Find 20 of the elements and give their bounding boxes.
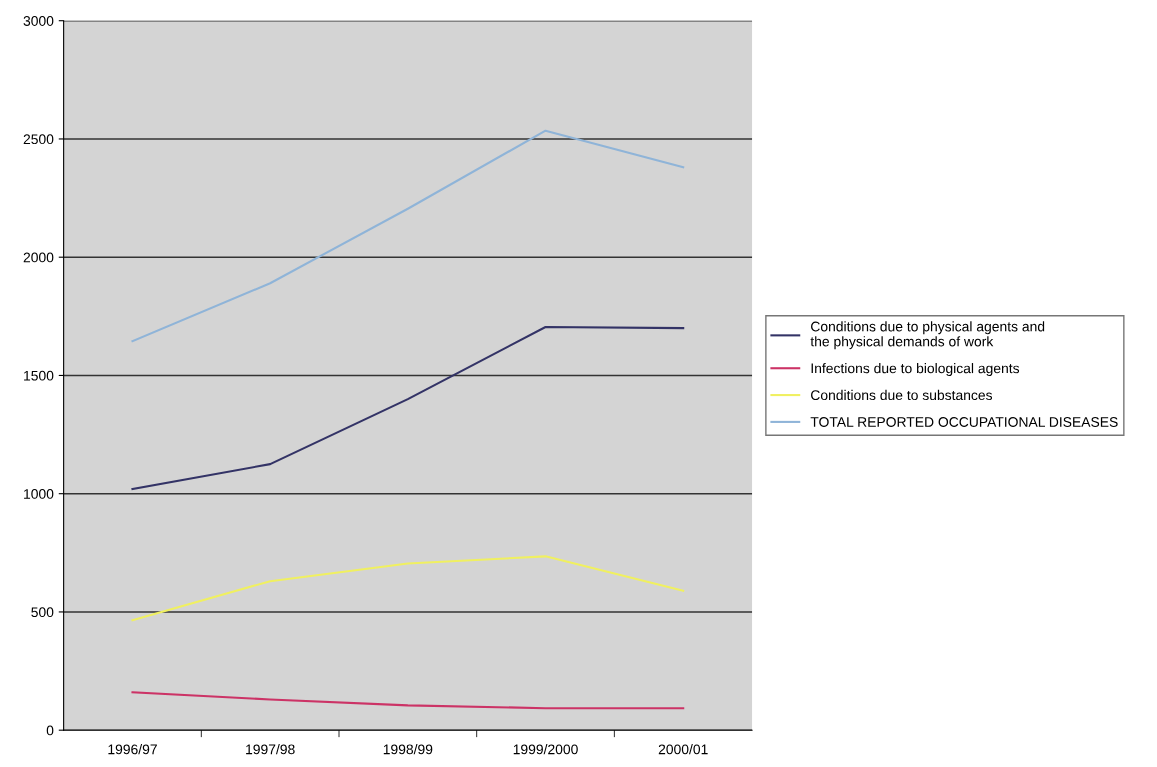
x-tick-label: 1999/2000 — [513, 744, 578, 755]
line-series — [131, 325, 685, 490]
legend-label: TOTAL REPORTED OCCUPATIONAL DISEASES — [810, 417, 1118, 427]
y-tick-label: 1500 — [24, 370, 54, 381]
line-series — [131, 129, 685, 343]
legend-label: Conditions due to physical agents and the physical demands of work — [810, 321, 1045, 350]
y-tick-label: 1000 — [24, 489, 54, 499]
y-tick-label: 2000 — [23, 252, 54, 263]
y-tick-label: 3000 — [23, 16, 54, 26]
x-tick-label: 1996/97 — [108, 744, 157, 755]
y-tick-label: 500 — [31, 607, 54, 618]
y-tick-label: 2500 — [23, 134, 54, 145]
y-tick-label: 0 — [46, 725, 54, 736]
x-tick-label: 2000/01 — [658, 744, 708, 755]
x-tick-label: 1998/99 — [383, 744, 433, 755]
legend-label: Conditions due to substances — [811, 389, 993, 401]
legend-label: Infections due to biological agents — [811, 363, 1020, 376]
x-tick-label: 1997/98 — [246, 744, 295, 755]
line-series — [131, 691, 685, 710]
line-series — [131, 555, 685, 622]
